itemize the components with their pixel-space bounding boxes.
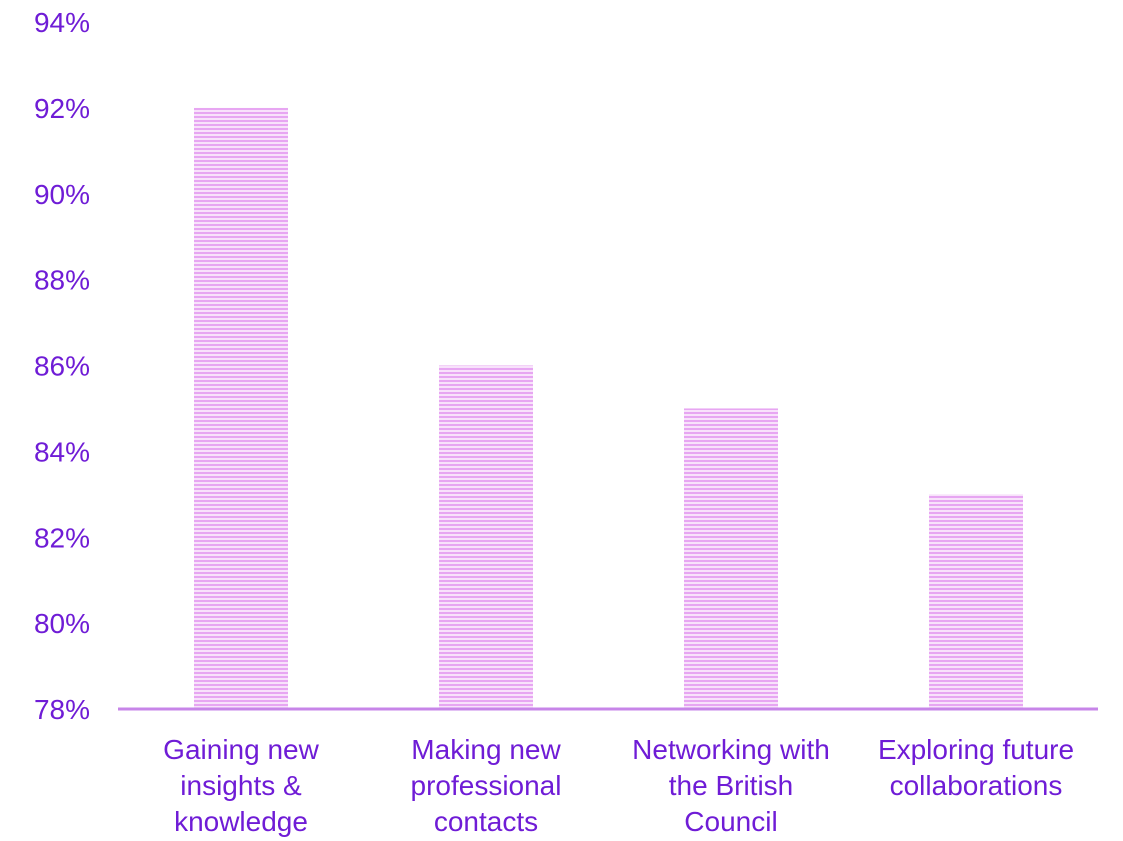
x-category-label: Exploring future collaborations bbox=[878, 734, 1074, 801]
y-tick-label: 94% bbox=[34, 7, 90, 38]
y-tick-label: 78% bbox=[34, 694, 90, 725]
x-category-label: Networking with the British Council bbox=[632, 734, 830, 837]
bar bbox=[194, 107, 288, 709]
bar bbox=[684, 408, 778, 709]
y-tick-label: 88% bbox=[34, 265, 90, 296]
y-tick-label: 92% bbox=[34, 93, 90, 124]
bars bbox=[194, 107, 1023, 709]
y-tick-label: 80% bbox=[34, 608, 90, 639]
y-tick-label: 82% bbox=[34, 522, 90, 553]
y-tick-label: 84% bbox=[34, 436, 90, 467]
bar bbox=[439, 365, 533, 709]
y-tick-label: 86% bbox=[34, 351, 90, 382]
x-category-label: Making new professional contacts bbox=[411, 734, 562, 837]
y-tick-label: 90% bbox=[34, 179, 90, 210]
bar bbox=[929, 494, 1023, 709]
y-axis-tick-labels: 78% 80% 82% 84% 86% 88% 90% 92% 94% bbox=[34, 7, 90, 725]
x-category-label: Gaining new insights & knowledge bbox=[163, 734, 319, 837]
x-axis-category-labels: Gaining new insights & knowledge Making new… bbox=[163, 734, 1074, 837]
